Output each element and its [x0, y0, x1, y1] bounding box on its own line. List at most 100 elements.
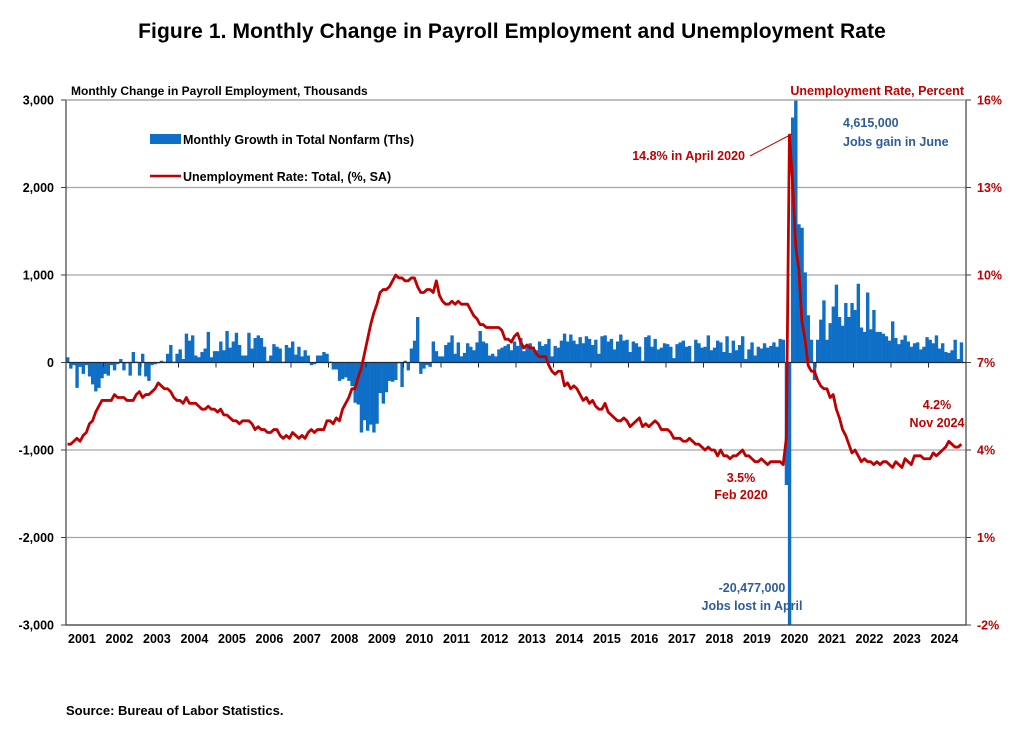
annotation-peak-rate: 14.8% in April 2020 — [632, 149, 745, 163]
bar-2015-08 — [612, 349, 617, 363]
bar-2002-09 — [128, 362, 132, 376]
payroll-bars — [66, 100, 964, 625]
x-tick-label: 2005 — [218, 632, 246, 646]
bar-2002-02 — [106, 362, 111, 376]
x-tick-label: 2014 — [556, 632, 584, 646]
bar-2015-04 — [600, 336, 604, 363]
bar-2010-03 — [409, 348, 414, 363]
annotation-june-gain-label: Jobs gain in June — [843, 135, 949, 149]
bar-2014-12 — [587, 338, 592, 363]
bar-2012-01 — [478, 331, 482, 363]
bar-2016-11 — [659, 347, 664, 363]
bar-2008-03 — [334, 362, 339, 370]
bar-2013-03 — [522, 351, 526, 363]
x-tick-label: 2018 — [706, 632, 734, 646]
bar-2023-11 — [922, 346, 926, 363]
bar-2019-01 — [741, 336, 745, 363]
x-tick-label: 2009 — [368, 632, 396, 646]
bar-2017-02 — [669, 346, 673, 363]
bar-2015-11 — [622, 340, 626, 363]
bar-2001-04 — [75, 362, 79, 388]
bar-2013-04 — [525, 345, 529, 363]
bar-2018-06 — [719, 342, 723, 363]
bar-2006-02 — [256, 335, 261, 363]
bar-2011-09 — [466, 343, 470, 363]
bar-2001-12 — [100, 362, 104, 379]
bar-2014-05 — [566, 341, 570, 363]
legend: Monthly Growth in Total Nonfarm (Ths) Un… — [150, 133, 414, 184]
bar-2007-09 — [316, 355, 320, 363]
bar-2024-08 — [950, 350, 954, 363]
bar-2009-06 — [381, 362, 386, 404]
bar-2005-05 — [228, 347, 232, 363]
annotation-peak-leader — [749, 133, 793, 157]
bar-2008-07 — [347, 362, 351, 381]
bar-2020-05 — [791, 117, 795, 363]
bar-2005-11 — [247, 332, 251, 363]
bar-2004-12 — [212, 351, 217, 363]
bar-2008-05 — [341, 362, 345, 380]
bar-2003-02 — [144, 362, 148, 377]
bar-2002-07 — [122, 362, 126, 371]
bar-2018-03 — [709, 350, 714, 363]
annotation-june-gain-value: 4,615,000 — [843, 116, 899, 130]
bar-2007-05 — [303, 350, 307, 363]
bar-2019-11 — [772, 342, 776, 363]
bar-2011-10 — [469, 346, 473, 363]
bar-2002-05 — [116, 362, 120, 365]
bar-2010-02 — [406, 362, 411, 371]
bar-2014-01 — [553, 345, 557, 363]
left-tick-label: 3,000 — [23, 94, 54, 108]
bar-2008-08 — [350, 362, 354, 387]
x-tick-label: 2013 — [518, 632, 546, 646]
bar-2024-01 — [928, 339, 932, 363]
bar-2019-04 — [750, 342, 754, 363]
bar-2012-05 — [491, 353, 495, 363]
bar-2020-08 — [800, 227, 804, 363]
bar-2004-05 — [191, 335, 195, 363]
bar-2002-04 — [112, 362, 117, 371]
bar-2014-08 — [575, 344, 579, 363]
right-tick-label: 7% — [977, 356, 995, 370]
bar-2011-04 — [450, 335, 454, 363]
bar-2002-10 — [131, 352, 136, 363]
right-tick-label: 16% — [977, 94, 1002, 108]
bar-2012-04 — [487, 355, 492, 363]
bar-2004-04 — [187, 340, 192, 363]
bar-2016-03 — [634, 343, 639, 363]
bar-2011-06 — [456, 342, 461, 363]
bar-2006-06 — [269, 355, 273, 363]
legend-label-bar: Monthly Growth in Total Nonfarm (Ths) — [183, 133, 414, 147]
unemployment-line-layer — [67, 133, 963, 469]
bar-2015-03 — [597, 353, 601, 363]
left-axis-title: Monthly Change in Payroll Employment, Th… — [71, 84, 368, 98]
bar-2001-02 — [69, 362, 73, 369]
bar-2011-07 — [459, 356, 464, 363]
bar-2010-08 — [425, 362, 429, 366]
bar-2004-06 — [194, 355, 198, 363]
x-tick-label: 2012 — [481, 632, 509, 646]
bar-2019-07 — [759, 348, 764, 363]
bar-2012-08 — [500, 347, 504, 363]
source-note: Source: Bureau of Labor Statistics. — [66, 703, 284, 718]
left-tick-label: -3,000 — [19, 619, 54, 633]
bar-2002-06 — [119, 359, 123, 363]
bar-2023-10 — [919, 349, 923, 363]
bar-2018-01 — [703, 346, 707, 363]
bar-2019-10 — [769, 345, 773, 363]
bar-2014-10 — [581, 343, 586, 363]
bar-2010-11 — [434, 351, 439, 363]
bar-2010-01 — [403, 360, 407, 363]
bar-2014-09 — [578, 337, 582, 363]
bar-2015-02 — [594, 339, 598, 363]
legend-swatch-bar — [150, 134, 181, 144]
right-tick-label: 1% — [977, 531, 995, 545]
bar-2022-01 — [853, 310, 857, 363]
bar-2009-10 — [394, 362, 398, 380]
bar-2008-12 — [362, 362, 367, 421]
bar-2023-09 — [916, 342, 920, 363]
bar-2003-10 — [169, 345, 173, 363]
bar-2005-01 — [216, 351, 220, 363]
x-tick-label: 2008 — [331, 632, 359, 646]
annotations: 14.8% in April 2020 4,615,000 Jobs gain … — [632, 116, 964, 613]
